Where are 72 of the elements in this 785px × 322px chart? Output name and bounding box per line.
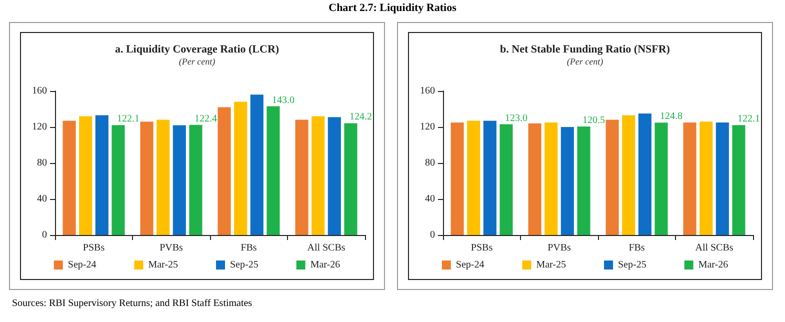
bar [638, 114, 652, 235]
bar [450, 122, 464, 235]
legend-label: Mar-26 [698, 260, 728, 270]
y-tick-label: 120 [420, 122, 435, 132]
bar [577, 126, 590, 235]
y-tick-label: 80 [37, 158, 47, 168]
bar [654, 122, 668, 235]
bar [218, 107, 231, 235]
y-tick-label: 160 [32, 86, 47, 96]
x-tick-label: PSBs [82, 242, 105, 254]
legend-label: Sep-24 [68, 260, 96, 270]
x-tick-label: PVBs [160, 242, 184, 254]
bar [528, 123, 542, 235]
x-tick-label: PSBs [470, 242, 493, 254]
bar [266, 106, 280, 235]
x-tick-label: FBs [628, 242, 645, 254]
y-tick-label: 40 [37, 194, 47, 204]
data-label: 122.4 [194, 113, 217, 124]
bar [62, 120, 76, 235]
bar [700, 122, 713, 235]
bar [716, 122, 729, 235]
data-label: 122.1 [737, 114, 760, 125]
chart-title: b. Net Stable Funding Ratio (NSFR) [500, 44, 670, 56]
chart-title: a. Liquidity Coverage Ratio (LCR) [114, 44, 280, 56]
bar [544, 122, 558, 235]
data-label: 124.8 [660, 111, 682, 122]
legend-label: Mar-26 [310, 260, 340, 270]
data-label: 143.0 [272, 94, 294, 106]
bar [500, 124, 513, 235]
y-tick-label: 40 [425, 194, 435, 204]
x-tick-label: PVBs [548, 242, 572, 254]
bar [172, 125, 186, 235]
data-label: 120.5 [582, 115, 605, 126]
bar [344, 123, 358, 235]
x-tick-label: All SCBs [695, 242, 734, 254]
legend-label: Sep-25 [618, 260, 646, 270]
y-tick-label: 0 [430, 230, 435, 240]
data-label: 124.2 [349, 112, 372, 123]
bar [112, 125, 125, 235]
data-label: 123.0 [504, 112, 528, 124]
x-tick-label: All SCBs [307, 242, 346, 254]
bar [95, 115, 108, 235]
y-tick-label: 0 [42, 230, 47, 240]
bar [328, 117, 341, 235]
legend-label: Mar-25 [536, 260, 566, 270]
chart-subtitle: (Per cent) [178, 56, 216, 66]
bar [560, 127, 574, 235]
bar [606, 120, 619, 235]
y-tick-label: 160 [420, 86, 435, 96]
y-tick-label: 120 [32, 122, 47, 132]
bar [79, 116, 92, 235]
bar [156, 120, 170, 235]
legend-label: Mar-25 [148, 260, 178, 270]
bar [189, 124, 202, 235]
bar [234, 102, 248, 235]
bar [250, 94, 264, 235]
bar [683, 122, 696, 235]
bar [483, 120, 496, 235]
data-label: 122.1 [116, 114, 140, 125]
chart-subtitle: (Per cent) [566, 56, 604, 66]
bar [732, 125, 746, 235]
bar [312, 116, 325, 235]
legend-label: Sep-24 [456, 260, 484, 270]
x-tick-label: FBs [240, 242, 257, 254]
legend-label: Sep-25 [230, 260, 258, 270]
y-tick-label: 80 [425, 158, 435, 168]
bar [140, 122, 154, 235]
caption: Chart 2.7: Liquidity Ratios [328, 2, 458, 14]
source-note: Sources: RBI Supervisory Returns; and RBI Staff Estimates [12, 298, 252, 309]
bar [622, 115, 636, 235]
bar [467, 120, 480, 235]
bar [295, 120, 308, 235]
